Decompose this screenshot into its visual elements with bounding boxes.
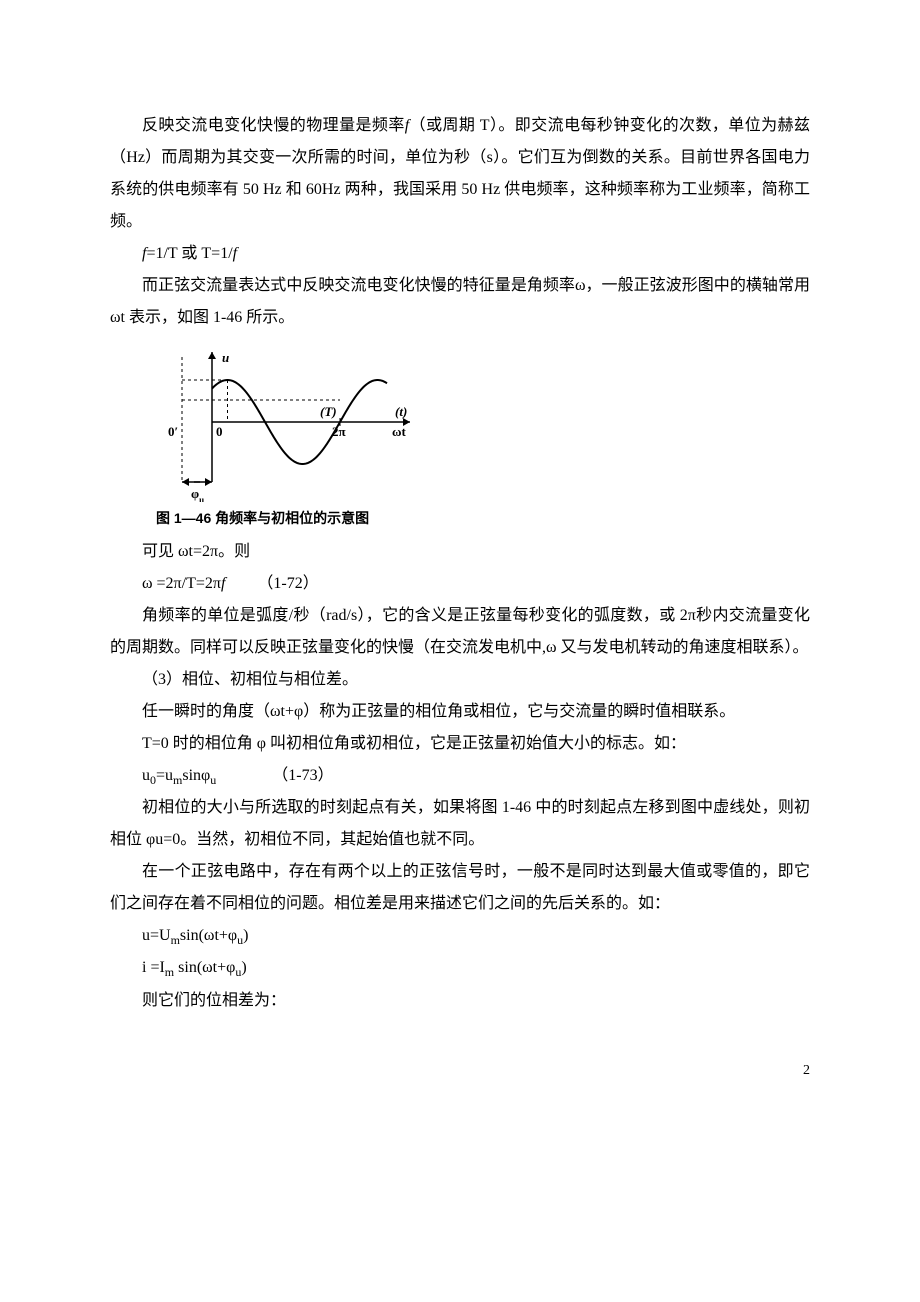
formula-4: u=Umsin(ωt+φu): [110, 920, 810, 952]
paragraph-2: 而正弦交流量表达式中反映交流电变化快慢的特征量是角频率ω，一般正弦波形图中的横轴…: [110, 270, 810, 334]
f2-body: ω =2π/T=2π: [142, 575, 221, 592]
f5-c: ): [241, 959, 246, 976]
f4-sub1: m: [171, 933, 180, 947]
f3-lhs: u: [142, 767, 150, 784]
page-number: 2: [110, 1057, 810, 1085]
svg-text:(t): (t): [395, 404, 407, 419]
formula-2: ω =2π/T=2πf （1-72）: [110, 568, 810, 600]
formula-1: f=1/T 或 T=1/f: [110, 238, 810, 270]
f5-a: i =I: [142, 959, 165, 976]
f3-sub2: m: [173, 773, 182, 787]
paragraph-8: 初相位的大小与所选取的时刻起点有关，如果将图 1-46 中的时刻起点左移到图中虚…: [110, 792, 810, 856]
paragraph-7: T=0 时的相位角 φ 叫初相位角或初相位，它是正弦量初始值大小的标志。如：: [110, 728, 810, 760]
svg-text:0′: 0′: [168, 424, 178, 439]
f3-sub3: u: [210, 773, 216, 787]
paragraph-6: 任一瞬时的角度（ωt+φ）称为正弦量的相位角或相位，它与交流量的瞬时值相联系。: [110, 696, 810, 728]
var-f-3: f: [233, 245, 237, 262]
f5-b: sin(ωt+φ: [174, 959, 235, 976]
formula-5: i =Im sin(ωt+φu): [110, 952, 810, 984]
var-f-4: f: [221, 575, 225, 592]
f4-c: ): [243, 927, 248, 944]
figure-1-46: u (t) ωt (T) 2π 0 0′ φu 图 1—46 角频率与初相位的示意图: [150, 342, 810, 532]
paragraph-5: （3）相位、初相位与相位差。: [110, 664, 810, 696]
f3-eq: =u: [156, 767, 173, 784]
svg-text:2π: 2π: [332, 424, 346, 439]
figure-caption: 图 1—46 角频率与初相位的示意图: [156, 504, 810, 532]
f5-sub1: m: [165, 966, 174, 980]
sine-wave-diagram: u (t) ωt (T) 2π 0 0′ φu: [150, 342, 430, 502]
f4-a: u=U: [142, 927, 171, 944]
svg-text:0: 0: [216, 424, 223, 439]
paragraph-4: 角频率的单位是弧度/秒（rad/s），它的含义是正弦量每秒变化的弧度数，或 2π…: [110, 600, 810, 664]
paragraph-3: 可见 ωt=2π。则: [110, 536, 810, 568]
paragraph-9: 在一个正弦电路中，存在有两个以上的正弦信号时，一般不是同时达到最大值或零值的，即…: [110, 856, 810, 920]
formula-3: u0=umsinφu （1-73）: [110, 760, 810, 792]
paragraph-1: 反映交流电变化快慢的物理量是频率f（或周期 T）。即交流电每秒钟变化的次数，单位…: [110, 110, 810, 238]
f4-b: sin(ωt+φ: [180, 927, 237, 944]
f2-num: （1-72）: [257, 575, 318, 592]
svg-text:ωt: ωt: [392, 424, 407, 439]
f3-num: （1-73）: [272, 767, 333, 784]
p1-part-a: 反映交流电变化快慢的物理量是频率: [142, 117, 405, 134]
svg-text:u: u: [222, 350, 229, 365]
svg-text:φu: φu: [191, 486, 204, 502]
paragraph-10: 则它们的位相差为：: [110, 985, 810, 1017]
f1-body: =1/T 或 T=1/: [146, 245, 232, 262]
f3-rhs: sinφ: [182, 767, 210, 784]
svg-text:(T): (T): [320, 404, 337, 419]
